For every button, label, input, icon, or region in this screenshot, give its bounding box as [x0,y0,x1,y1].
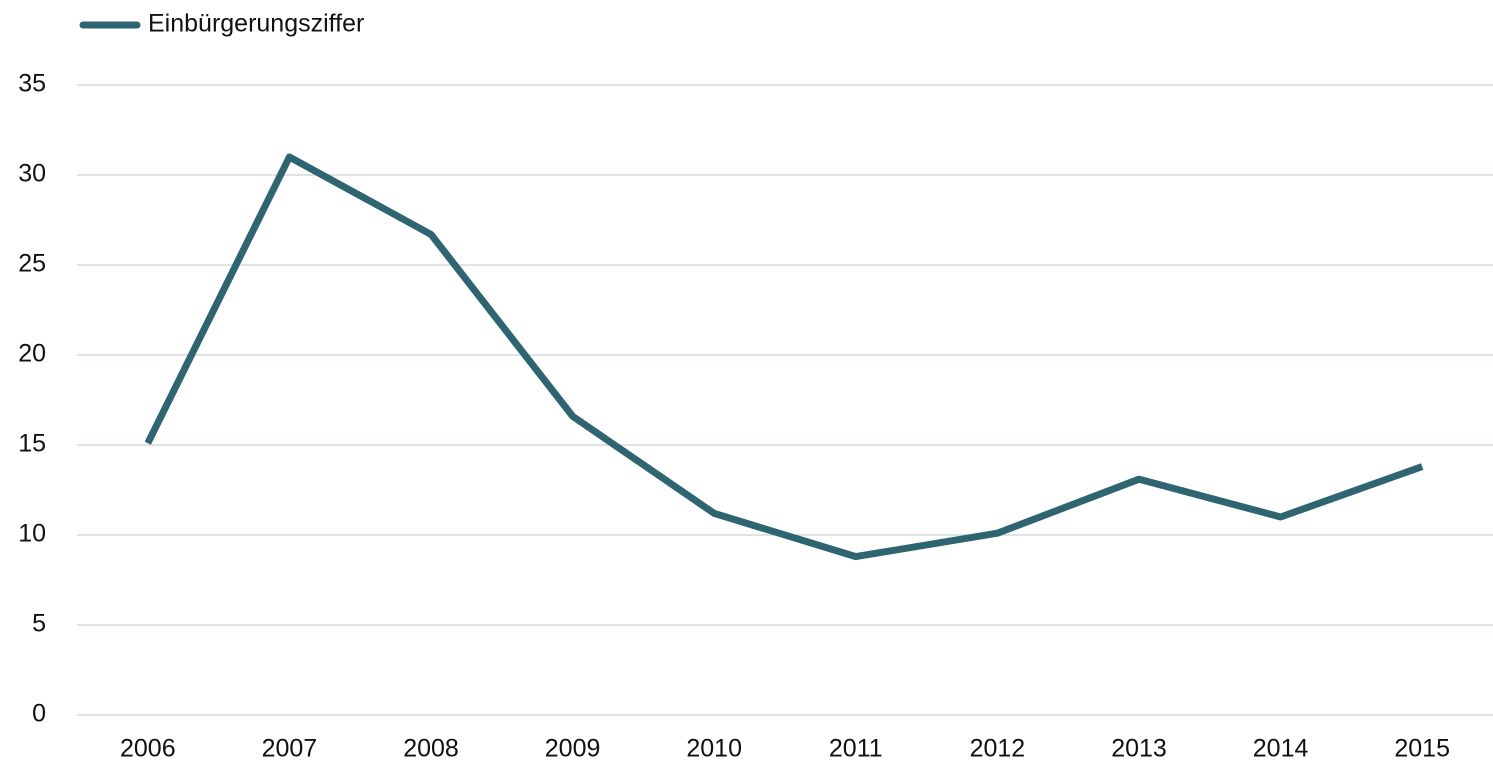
y-tick-label: 15 [18,430,46,458]
y-tick-label: 30 [18,160,46,188]
x-tick-label: 2008 [403,735,459,763]
y-tick-label: 0 [32,700,46,728]
x-tick-label: 2012 [970,735,1026,763]
x-tick-label: 2013 [1111,735,1167,763]
x-tick-label: 2011 [829,735,883,763]
x-tick-label: 2009 [545,735,601,763]
legend-label: Einbürgerungsziffer [148,10,364,38]
y-tick-label: 35 [18,70,46,98]
y-tick-label: 25 [18,250,46,278]
x-tick-label: 2007 [262,735,318,763]
x-tick-label: 2010 [686,735,742,763]
x-tick-label: 2006 [120,735,176,763]
y-tick-label: 5 [32,610,46,638]
x-tick-label: 2014 [1253,735,1309,763]
data-line [144,153,1424,561]
y-tick-label: 20 [18,340,46,368]
x-tick-label: 2015 [1394,735,1450,763]
y-tick-label: 10 [18,520,46,548]
